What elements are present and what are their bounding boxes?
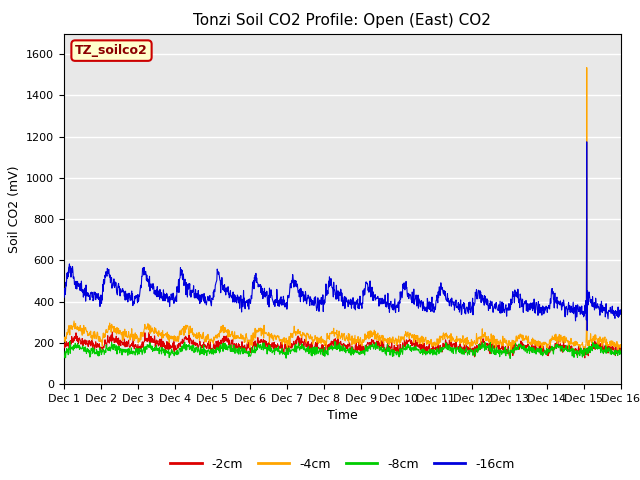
-4cm	[502, 339, 509, 345]
Line: -2cm: -2cm	[64, 332, 621, 358]
-4cm	[551, 337, 559, 343]
-2cm	[184, 336, 192, 341]
-4cm	[429, 341, 436, 347]
Line: -8cm: -8cm	[64, 341, 621, 359]
-16cm	[583, 327, 591, 333]
-16cm	[60, 295, 68, 300]
-16cm	[246, 298, 254, 303]
-8cm	[66, 338, 74, 344]
Line: -4cm: -4cm	[64, 68, 621, 350]
-8cm	[429, 351, 437, 357]
-16cm	[502, 303, 509, 309]
-2cm	[109, 329, 116, 335]
-4cm	[60, 336, 68, 342]
-8cm	[506, 356, 514, 361]
-2cm	[429, 347, 437, 352]
-4cm	[170, 333, 178, 339]
-8cm	[617, 351, 625, 357]
-4cm	[184, 323, 191, 329]
-16cm	[429, 301, 436, 307]
-16cm	[170, 298, 178, 303]
-16cm	[617, 307, 625, 312]
Y-axis label: Soil CO2 (mV): Soil CO2 (mV)	[8, 165, 20, 252]
-16cm	[551, 291, 559, 297]
-8cm	[184, 343, 192, 349]
-2cm	[551, 341, 559, 347]
Legend: -2cm, -4cm, -8cm, -16cm: -2cm, -4cm, -8cm, -16cm	[165, 453, 520, 476]
-4cm	[617, 345, 625, 350]
-8cm	[502, 353, 509, 359]
Title: Tonzi Soil CO2 Profile: Open (East) CO2: Tonzi Soil CO2 Profile: Open (East) CO2	[193, 13, 492, 28]
-2cm	[246, 350, 254, 356]
Text: TZ_soilco2: TZ_soilco2	[75, 44, 148, 57]
-16cm	[583, 139, 591, 144]
-16cm	[184, 281, 191, 287]
-2cm	[617, 348, 625, 354]
Line: -16cm: -16cm	[64, 142, 621, 330]
-2cm	[581, 355, 589, 361]
-8cm	[60, 355, 68, 360]
-2cm	[60, 344, 68, 349]
-4cm	[614, 347, 622, 353]
-4cm	[583, 65, 591, 71]
-2cm	[171, 345, 179, 350]
-8cm	[171, 350, 179, 356]
-4cm	[246, 337, 254, 343]
-2cm	[502, 348, 509, 353]
-8cm	[246, 353, 254, 359]
-8cm	[552, 345, 559, 350]
X-axis label: Time: Time	[327, 409, 358, 422]
